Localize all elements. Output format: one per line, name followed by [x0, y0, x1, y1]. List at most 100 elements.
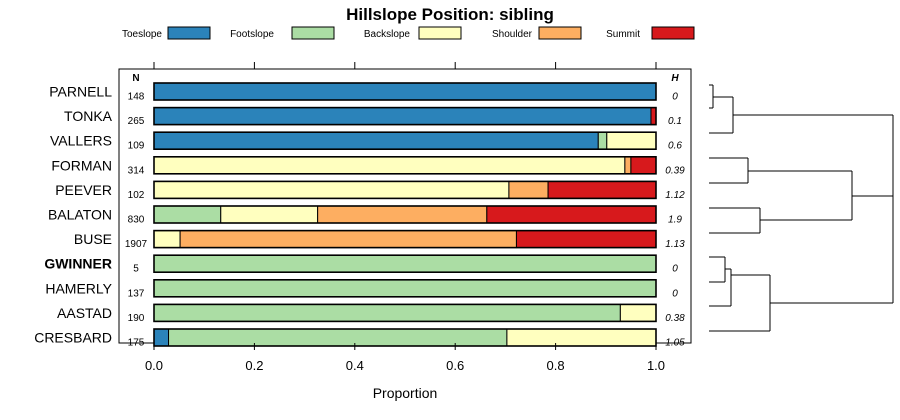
h-value: 0.38: [665, 313, 685, 324]
bar-segment-footslope: [153, 205, 222, 224]
row-tonka: TONKA 265 0.1: [64, 106, 682, 127]
row-aastad: AASTAD 190 0.38: [57, 303, 685, 324]
legend-label-backslope: Backslope: [364, 29, 411, 40]
legend-swatch-toeslope: [167, 26, 211, 40]
bar-outline: [153, 180, 657, 200]
row-balaton: BALATON 830 1.9: [48, 205, 682, 226]
n-value: 190: [128, 313, 145, 324]
bar-segment-toeslope: [153, 107, 652, 126]
legend-swatch-shoulder: [538, 26, 582, 40]
h-value: 1.13: [665, 239, 685, 250]
bar-segment-toeslope: [153, 131, 599, 150]
legend-swatch-summit: [651, 26, 695, 40]
row-buse: BUSE 1907 1.13: [74, 229, 685, 250]
category-label: PARNELL: [49, 84, 112, 100]
bar-segment-footslope: [153, 303, 621, 322]
bar-segment-backslope: [220, 205, 319, 224]
category-label: AASTAD: [57, 305, 112, 321]
n-value: 137: [128, 288, 145, 299]
bar-segment-summit: [630, 156, 657, 175]
bar-segment-summit: [515, 230, 657, 249]
bar-outline: [153, 106, 657, 126]
h-value: 0: [672, 264, 678, 275]
row-peever: PEEVER 102 1.12: [55, 180, 685, 201]
x-axis-title: Proportion: [373, 385, 438, 401]
category-label: VALLERS: [50, 133, 112, 149]
bar-segment-backslope: [606, 131, 657, 150]
row-cresbard: CRESBARD 175 1.05: [34, 328, 685, 349]
row-hamerly: HAMERLY 137 0: [45, 278, 678, 299]
x-tick-label: 0.2: [245, 358, 263, 373]
x-axis: 0.0 0.2 0.4 0.6 0.8 1.0: [145, 62, 665, 373]
h-column-header: H: [671, 73, 679, 84]
h-value: 0: [672, 288, 678, 299]
legend-swatch-footslope: [291, 26, 335, 40]
h-value: 1.05: [665, 338, 685, 349]
legend-swatch-backslope: [418, 26, 462, 40]
n-value: 148: [128, 92, 145, 103]
n-column-header: N: [132, 73, 139, 84]
h-value: 0: [672, 92, 678, 103]
bar-segment-footslope: [597, 131, 608, 150]
bar-segment-footslope: [153, 254, 657, 273]
x-tick-label: 0.8: [547, 358, 565, 373]
n-value: 830: [128, 215, 145, 226]
h-value: 0.1: [668, 116, 682, 127]
n-value: 102: [128, 190, 145, 201]
h-value: 1.12: [665, 190, 685, 201]
row-vallers: VALLERS 109 0.6: [50, 131, 682, 152]
h-value: 1.9: [668, 215, 682, 226]
bar-outline: [153, 278, 657, 298]
row-parnell: PARNELL 148 0: [49, 82, 678, 103]
category-label: HAMERLY: [45, 280, 112, 296]
row-forman: FORMAN 314 0.39: [51, 156, 685, 176]
bar-outline: [153, 82, 657, 101]
bar-segment-summit: [547, 180, 657, 199]
row-gwinner: GWINNER 5 0: [44, 254, 678, 275]
category-label: PEEVER: [55, 182, 112, 198]
x-tick-label: 0.0: [145, 358, 163, 373]
chart-legend: Toeslope Footslope Backslope Shoulder Summit: [122, 26, 695, 40]
bar-segment-toeslope: [153, 328, 170, 347]
bar-segment-backslope: [153, 230, 181, 249]
bar-segment-shoulder: [317, 205, 488, 224]
n-value: 1907: [125, 239, 148, 250]
category-label: BALATON: [48, 207, 112, 223]
n-value: 265: [128, 116, 145, 127]
bar-rows: PARNELL 148 0 TONKA 265 0.1 VALLERS 109 0.6 FORMA…: [34, 82, 685, 349]
x-tick-label: 1.0: [647, 358, 665, 373]
bar-segment-backslope: [153, 156, 626, 175]
bar-segment-toeslope: [153, 82, 657, 101]
bar-segment-footslope: [153, 279, 657, 298]
legend-label-shoulder: Shoulder: [492, 29, 533, 40]
n-value: 5: [133, 264, 139, 275]
n-value: 314: [128, 165, 145, 176]
bar-segment-footslope: [168, 328, 508, 347]
n-value: 109: [128, 141, 145, 152]
legend-label-toeslope: Toeslope: [122, 29, 162, 40]
x-tick-label: 0.4: [346, 358, 364, 373]
legend-label-footslope: Footslope: [230, 29, 274, 40]
category-label: FORMAN: [51, 157, 112, 173]
legend-label-summit: Summit: [606, 29, 640, 40]
bar-outline: [153, 156, 657, 175]
bar-segment-shoulder: [179, 230, 517, 249]
bar-segment-shoulder: [624, 156, 632, 175]
h-value: 0.39: [665, 165, 685, 176]
category-label: GWINNER: [44, 256, 112, 272]
bar-outline: [153, 254, 657, 273]
bar-outline: [153, 303, 657, 323]
bar-segment-backslope: [506, 328, 657, 347]
bar-segment-backslope: [619, 303, 657, 322]
n-value: 175: [128, 338, 145, 349]
category-label: TONKA: [64, 108, 113, 124]
bar-segment-summit: [486, 205, 657, 224]
x-tick-label: 0.6: [446, 358, 464, 373]
chart-title: Hillslope Position: sibling: [346, 5, 554, 24]
category-label: BUSE: [74, 231, 112, 247]
dendrogram: [709, 84, 894, 332]
bar-segment-shoulder: [508, 180, 549, 199]
bar-outline: [153, 328, 657, 347]
bar-outline: [153, 229, 657, 249]
